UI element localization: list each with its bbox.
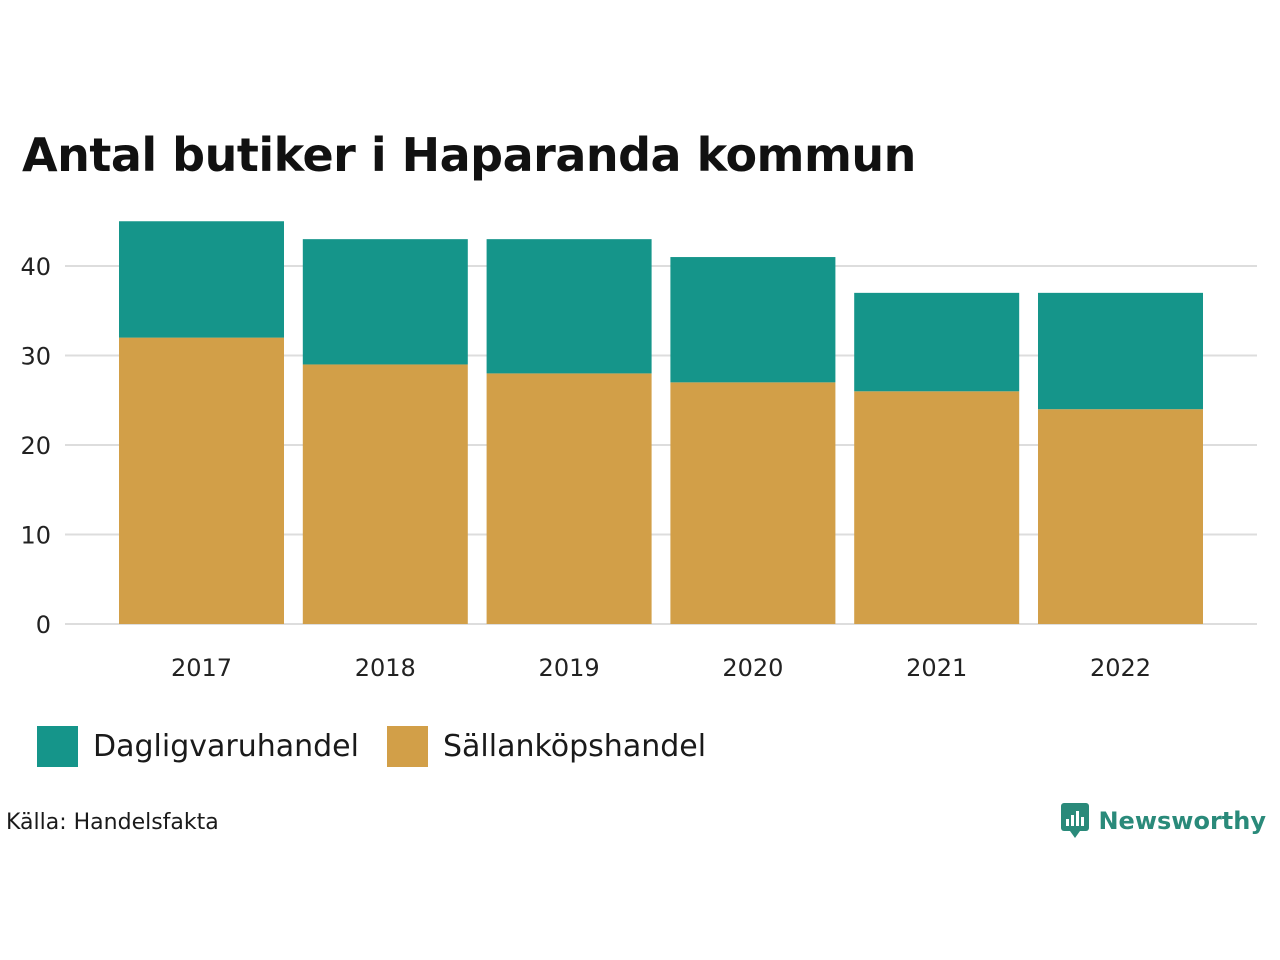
source-note: Källa: Handelsfakta: [6, 810, 219, 835]
x-tick-label: 2022: [1090, 654, 1151, 682]
bar-segment: [854, 292, 1020, 392]
bar-segment: [302, 364, 468, 624]
legend-label: Sällanköpshandel: [442, 729, 707, 764]
newsworthy-logo-icon: [1061, 803, 1090, 838]
x-tick-label: 2020: [722, 654, 783, 682]
bar-segment: [670, 257, 836, 383]
y-tick-label: 0: [36, 611, 51, 639]
y-tick-label: 20: [20, 432, 51, 460]
legend-item-dagligvaruhandel: Dagligvaruhandel: [37, 726, 359, 767]
y-tick-label: 40: [20, 253, 51, 281]
bar-segment: [1038, 292, 1203, 410]
bar-segment: [486, 373, 652, 624]
chart-title: Antal butiker i Haparanda kommun: [22, 128, 916, 182]
bar-segment: [854, 391, 1020, 624]
brand-logo: Newsworthy: [1061, 803, 1266, 839]
x-tick-label: 2018: [355, 654, 416, 682]
y-axis-ticks: 0 10 20 30 40: [20, 253, 51, 639]
y-tick-label: 10: [20, 522, 51, 550]
legend: Dagligvaruhandel Sällanköpshandel: [37, 726, 734, 767]
legend-label: Dagligvaruhandel: [93, 729, 359, 764]
x-tick-label: 2021: [906, 654, 967, 682]
x-tick-label: 2019: [539, 654, 600, 682]
y-tick-label: 30: [20, 343, 51, 371]
legend-swatch: [386, 726, 428, 767]
bar-segment: [486, 239, 652, 374]
x-tick-label: 2017: [171, 654, 232, 682]
bar-segment: [670, 382, 836, 624]
bar-segment: [119, 221, 284, 338]
bars: [119, 221, 1203, 624]
brand-name: Newsworthy: [1098, 807, 1266, 835]
bar-segment: [119, 337, 284, 624]
legend-item-sallankopshandel: Sällanköpshandel: [386, 726, 707, 767]
bar-segment: [302, 239, 468, 365]
stacked-bar-chart: 0 10 20 30 40 2017 2018 2019 2020 2021 2022: [20, 221, 1257, 682]
bar-segment: [1038, 409, 1203, 624]
legend-swatch: [37, 726, 78, 767]
x-axis-ticks: 2017 2018 2019 2020 2021 2022: [171, 654, 1151, 682]
